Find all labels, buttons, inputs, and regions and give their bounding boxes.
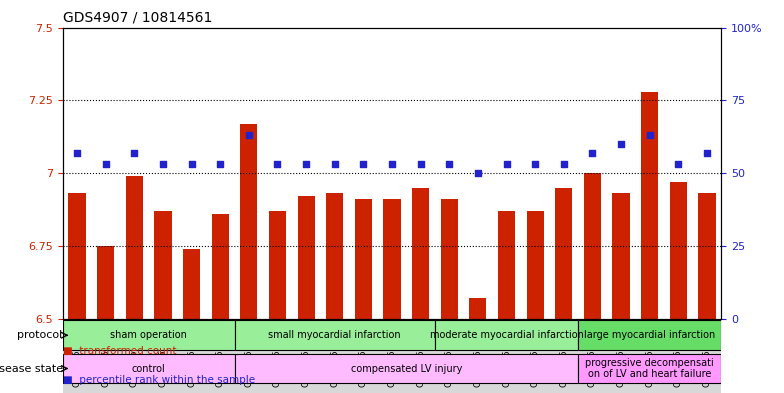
Text: progressive decompensati
on of LV and heart failure: progressive decompensati on of LV and he… [586,358,714,379]
Point [299,161,312,167]
Bar [412,187,429,319]
Point [701,149,713,156]
Point [472,170,485,176]
Bar [326,193,343,319]
Point [328,161,341,167]
Bar [269,211,286,319]
Bar [470,298,487,319]
Text: large myocardial infarction: large myocardial infarction [584,330,715,340]
Point [443,161,456,167]
Bar [441,199,458,319]
Bar [383,199,401,319]
Bar [555,187,572,319]
Text: control: control [132,364,165,373]
Bar [154,211,172,319]
FancyBboxPatch shape [63,320,234,350]
Point [100,161,112,167]
Text: small myocardial infarction: small myocardial infarction [268,330,401,340]
Point [157,161,169,167]
Point [242,132,255,138]
Text: GDS4907 / 10814561: GDS4907 / 10814561 [63,11,212,25]
Point [644,132,656,138]
Bar [240,123,257,319]
Point [586,149,599,156]
Bar [498,211,515,319]
Bar [527,211,544,319]
Text: protocol: protocol [17,330,63,340]
FancyBboxPatch shape [578,354,721,384]
Bar [125,176,143,319]
Text: ■  transformed count: ■ transformed count [63,346,176,356]
Point [71,149,83,156]
Point [415,161,427,167]
FancyBboxPatch shape [578,320,721,350]
Text: moderate myocardial infarction: moderate myocardial infarction [430,330,583,340]
Point [529,161,542,167]
Bar [641,92,659,319]
Point [128,149,140,156]
Point [214,161,227,167]
Text: sham operation: sham operation [111,330,187,340]
Bar [612,193,630,319]
Bar [297,196,314,319]
FancyBboxPatch shape [63,354,234,384]
FancyBboxPatch shape [234,354,578,384]
Point [185,161,198,167]
Point [386,161,398,167]
Point [672,161,684,167]
Bar [699,193,716,319]
Text: ■  percentile rank within the sample: ■ percentile rank within the sample [63,375,255,385]
Bar [355,199,372,319]
Point [500,161,513,167]
Bar [68,193,85,319]
Point [271,161,284,167]
Text: disease state: disease state [0,364,63,373]
Bar [212,214,229,319]
Text: compensated LV injury: compensated LV injury [350,364,462,373]
Point [357,161,369,167]
Bar [584,173,601,319]
Point [557,161,570,167]
Bar [670,182,687,319]
FancyBboxPatch shape [435,320,578,350]
Point [615,141,627,147]
FancyBboxPatch shape [234,320,435,350]
Bar [183,249,200,319]
Bar [97,246,114,319]
